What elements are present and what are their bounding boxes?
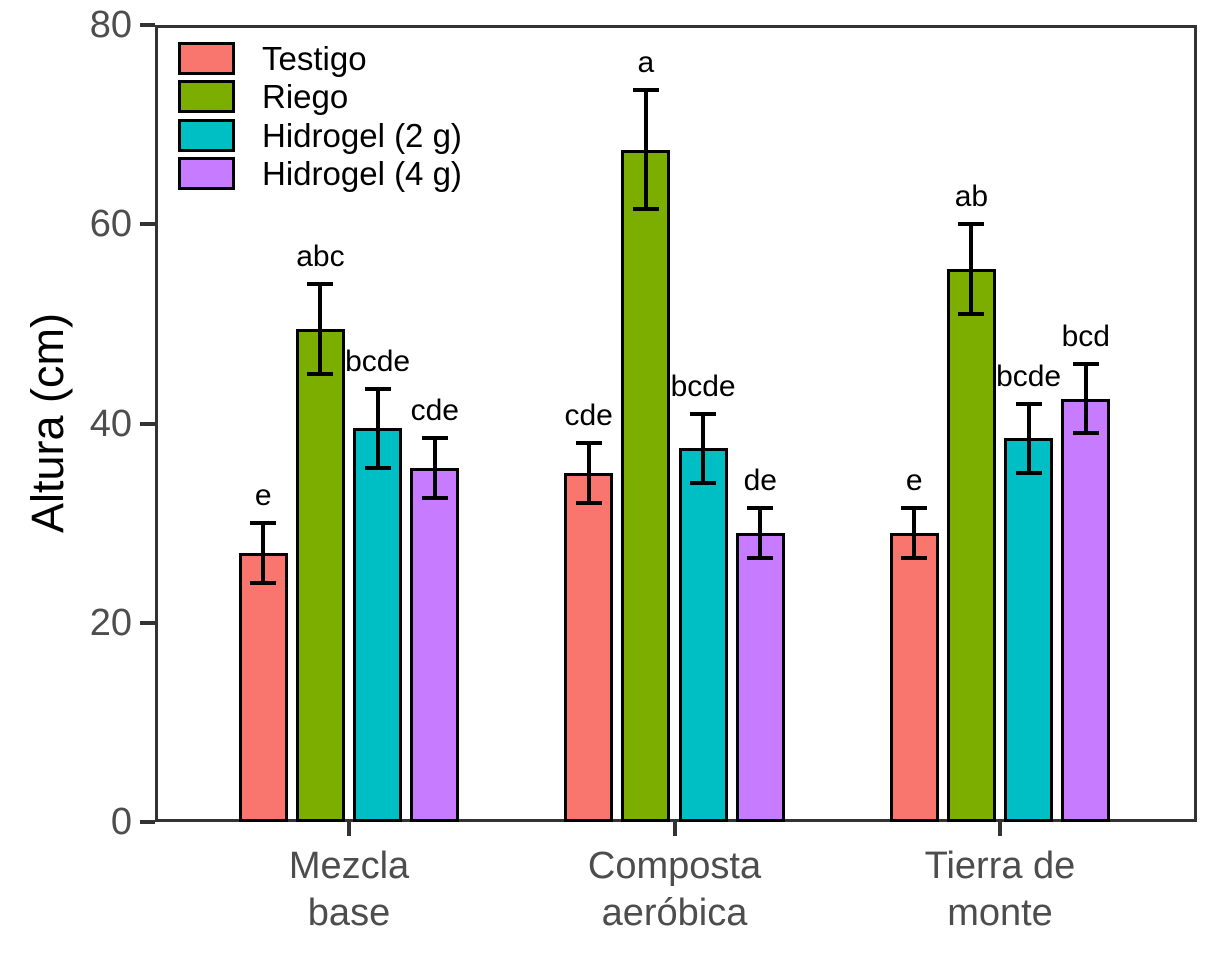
error-bar-cap-top [575, 441, 602, 446]
legend-item: Hidrogel (4 g) [178, 154, 598, 192]
legend-item: Hidrogel (2 g) [178, 116, 598, 154]
error-bar-line [586, 443, 591, 504]
error-bar-cap-bottom [1072, 431, 1099, 436]
error-bar-cap-top [250, 521, 277, 526]
y-tick-label: 40 [89, 402, 132, 445]
error-bar-cap-top [901, 506, 928, 511]
error-bar-line [432, 438, 437, 499]
error-bar-line [375, 388, 380, 469]
y-tick-mark [140, 820, 155, 824]
y-tick-label: 60 [89, 203, 132, 246]
bar [735, 533, 785, 822]
error-bar-cap-bottom [1015, 471, 1042, 476]
legend-item: Testigo [178, 42, 598, 75]
legend-label: Riego [262, 78, 349, 116]
error-bar-cap-bottom [747, 555, 774, 560]
legend-swatch-1 [178, 42, 235, 75]
error-bar-cap-bottom [901, 555, 928, 560]
y-tick-mark [140, 620, 155, 625]
error-bar-line [1083, 363, 1088, 434]
significance-letter: bcde [670, 369, 736, 403]
x-category-label-line: monte [947, 892, 1053, 934]
x-tick-mark [998, 822, 1002, 836]
error-bar-cap-bottom [421, 496, 448, 501]
error-bar-cap-top [421, 436, 448, 441]
x-category-label-line: Tierra de [924, 845, 1076, 887]
error-bar-cap-top [1015, 401, 1042, 406]
significance-letter: de [743, 464, 777, 498]
error-bar-line [1026, 403, 1031, 474]
error-bar-cap-bottom [307, 371, 334, 376]
legend-swatch-3 [178, 118, 235, 152]
error-bar-cap-top [958, 222, 985, 227]
significance-letter: cde [410, 394, 459, 428]
x-tick-mark [347, 822, 351, 836]
error-bar-cap-top [1072, 361, 1099, 366]
error-bar-line [701, 413, 706, 484]
y-tick-label: 20 [89, 601, 132, 644]
x-category-label-line: base [307, 892, 391, 934]
legend-label: Hidrogel (2 g) [262, 116, 462, 154]
legend-label: Testigo [262, 40, 367, 77]
error-bar-line [969, 224, 974, 314]
error-bar-cap-bottom [250, 580, 277, 585]
bar [946, 269, 996, 822]
bar [1061, 398, 1111, 822]
bar [410, 468, 460, 822]
legend-item: Riego [178, 78, 598, 116]
x-category-label-line: aeróbica [601, 892, 748, 934]
y-tick-mark [140, 421, 155, 426]
error-bar-cap-bottom [690, 481, 717, 486]
legend-swatch-4 [178, 156, 235, 190]
error-bar-cap-top [307, 282, 334, 287]
bar [238, 553, 288, 822]
y-tick-label: 80 [89, 4, 132, 46]
significance-letter: ab [954, 180, 989, 214]
significance-letter: abc [296, 240, 345, 274]
error-bar-line [318, 284, 323, 374]
error-bar-cap-top [690, 411, 717, 416]
significance-letter: cde [564, 399, 613, 433]
significance-letter: e [254, 479, 272, 513]
x-category-label-line: Composta [587, 845, 762, 887]
y-tick-mark [140, 222, 155, 227]
error-bar-cap-top [364, 386, 391, 391]
bar [621, 149, 671, 822]
error-bar-line [643, 89, 648, 210]
x-tick-mark [672, 822, 677, 836]
error-bar-cap-bottom [958, 311, 985, 316]
error-bar-line [261, 523, 266, 583]
significance-letter: e [905, 464, 923, 498]
significance-letter: bcd [1061, 319, 1110, 353]
error-bar-cap-top [747, 506, 774, 511]
bar [295, 328, 345, 822]
bar [678, 448, 728, 822]
legend-label: Hidrogel (4 g) [262, 154, 462, 192]
x-category-label-line: Mezcla [288, 845, 410, 887]
significance-letter: a [637, 45, 655, 79]
x-category-label: Tierra de monte [840, 843, 1160, 937]
significance-letter: bcde [996, 359, 1062, 393]
error-bar-cap-bottom [575, 501, 602, 506]
legend-swatch-2 [178, 80, 235, 114]
y-tick-mark [140, 23, 155, 27]
error-bar-cap-top [632, 87, 659, 92]
y-tick-label: 0 [110, 801, 132, 843]
bar [564, 473, 614, 822]
bar [1004, 438, 1054, 822]
error-bar-line [758, 508, 763, 558]
error-bar-line [912, 508, 917, 558]
bar [889, 533, 939, 822]
x-category-label: Mezcla base [189, 843, 509, 937]
x-category-label: Composta aeróbica [515, 843, 835, 937]
bar [353, 428, 403, 822]
error-bar-cap-bottom [364, 466, 391, 471]
error-bar-cap-bottom [632, 207, 659, 212]
significance-letter: bcde [345, 344, 411, 378]
